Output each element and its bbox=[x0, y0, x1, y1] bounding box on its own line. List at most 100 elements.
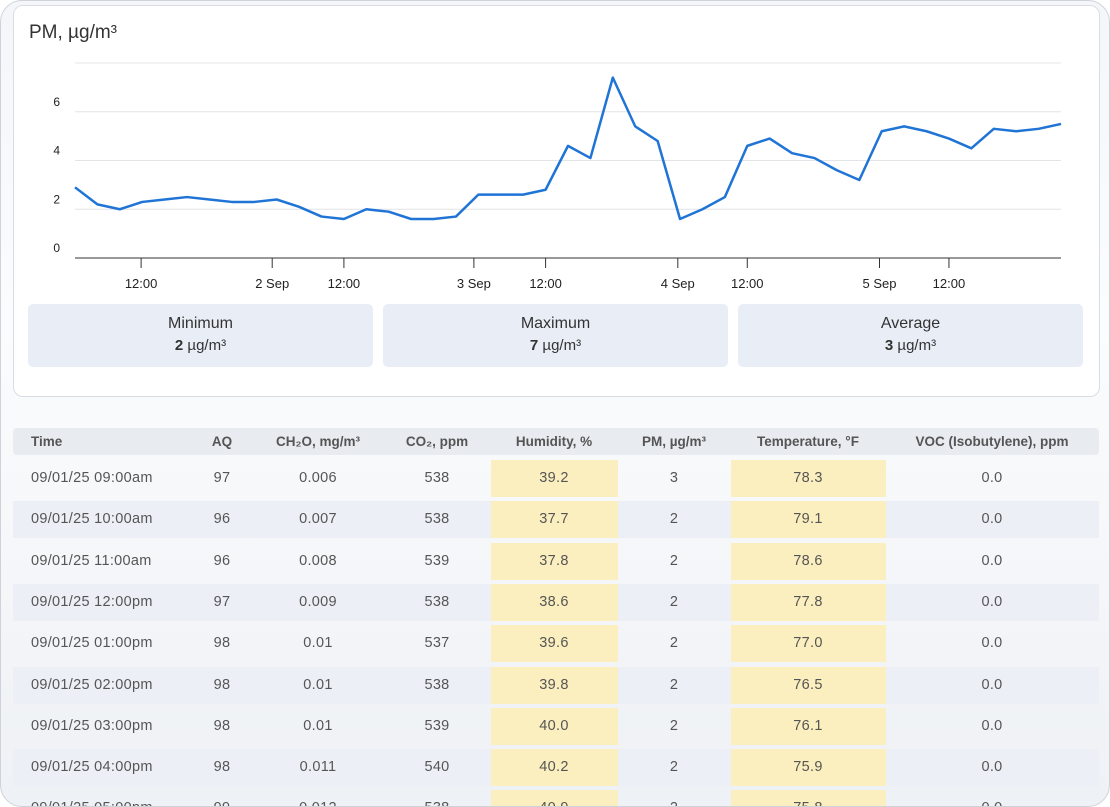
table-cell: 39.2 bbox=[539, 470, 569, 486]
table-cell: 0.011 bbox=[299, 759, 337, 776]
table-cell: 538 bbox=[424, 593, 450, 610]
chart: PM, µg/m³ 0 2 4 6 12:00 2 Sep 12:00 3 Sep 12:00 4… bbox=[29, 22, 1062, 291]
stat-label: Minimum bbox=[168, 315, 233, 332]
table-cell: 0.0 bbox=[981, 717, 1003, 734]
table-cell: 0.01 bbox=[303, 717, 333, 734]
table-cell: 0.0 bbox=[981, 552, 1003, 569]
column-header: Humidity, % bbox=[515, 434, 593, 449]
table-cell: 2 bbox=[594, 790, 754, 806]
table-cell: 78.3 bbox=[793, 470, 823, 486]
table-cell: 0.01 bbox=[303, 676, 333, 693]
table-cell: 09/01/25 01:00pm bbox=[31, 635, 153, 652]
table-cell: 09/01/25 05:00pm bbox=[31, 790, 153, 806]
y-tick-label: 4 bbox=[53, 144, 60, 158]
highlight-cell bbox=[491, 501, 618, 539]
stat-value: 7 µg/m³ bbox=[383, 337, 728, 354]
table-cell: 0.0 bbox=[981, 635, 1003, 652]
table-cell: 539 bbox=[424, 552, 450, 569]
x-tick-label: 5 Sep bbox=[862, 276, 896, 291]
highlight-cell bbox=[731, 501, 886, 539]
table-cell: 09/01/25 03:00pm bbox=[31, 717, 153, 734]
table-cell: 96 bbox=[213, 552, 231, 569]
x-tick-label: 12:00 bbox=[328, 276, 361, 291]
stat-number: 3 bbox=[884, 337, 894, 354]
x-tick-label: 12:00 bbox=[529, 276, 562, 291]
highlight-cell bbox=[731, 542, 886, 580]
highlight-cell bbox=[491, 583, 618, 621]
table-cell: 0.0 bbox=[912, 790, 1072, 806]
table-cell: 3 bbox=[669, 470, 679, 486]
stat-unit: µg/m³ bbox=[187, 337, 227, 354]
column-header: Temperature, °F bbox=[757, 434, 859, 449]
stat-box: Maximum 7 µg/m³ bbox=[383, 304, 728, 367]
table-cell: 538 bbox=[424, 511, 450, 528]
table-cell: 0.0 bbox=[981, 511, 1003, 528]
x-tick-label: 3 Sep bbox=[457, 276, 491, 291]
highlight-cell bbox=[491, 666, 618, 704]
stat-unit: µg/m³ bbox=[542, 337, 582, 354]
chart-title: PM, µg/m³ bbox=[29, 22, 117, 43]
table-cell: 09/01/25 10:00am bbox=[31, 511, 153, 528]
table-cell: 538 bbox=[357, 790, 517, 806]
highlight-cell bbox=[491, 749, 618, 787]
table-cell: 76.1 bbox=[793, 717, 823, 734]
y-tick-label: 0 bbox=[53, 241, 60, 255]
table-cell: 77.0 bbox=[793, 635, 823, 652]
header-row bbox=[13, 428, 1099, 455]
column-header: VOC (Isobutylene), ppm bbox=[915, 434, 1069, 449]
table-cell: 37.7 bbox=[539, 511, 569, 528]
table-cell: 98 bbox=[213, 717, 231, 734]
table-cell: 2 bbox=[669, 759, 679, 776]
highlight-cell bbox=[731, 625, 886, 663]
column-header: Time bbox=[31, 434, 63, 449]
x-tick-label: 4 Sep bbox=[661, 276, 695, 291]
table-cell: 09/01/25 02:00pm bbox=[31, 676, 153, 693]
column-header: AQ bbox=[211, 434, 233, 449]
x-tick-label: 12:00 bbox=[933, 276, 966, 291]
table-cell: 99 bbox=[142, 790, 302, 806]
table-cell: 98 bbox=[213, 759, 231, 776]
table-cell: 0.0 bbox=[981, 759, 1003, 776]
table-cell: 78.6 bbox=[793, 552, 823, 569]
stat-label: Maximum bbox=[520, 315, 591, 332]
table-cell: 98 bbox=[213, 676, 231, 693]
table-cell: 39.8 bbox=[539, 676, 569, 693]
table-cell: 2 bbox=[669, 511, 679, 528]
table-cell: 2 bbox=[669, 717, 679, 734]
highlight-cell bbox=[731, 460, 886, 497]
table-cell: 40.0 bbox=[539, 717, 569, 734]
table-cell: 2 bbox=[669, 676, 679, 693]
table-cell: 537 bbox=[424, 635, 450, 652]
y-tick-label: 6 bbox=[53, 95, 60, 109]
table-cell: 40.2 bbox=[539, 759, 569, 776]
table-cell: 75.9 bbox=[793, 759, 823, 776]
table-cell: 0.012 bbox=[238, 790, 398, 806]
column-header: PM, µg/m³ bbox=[641, 434, 707, 449]
table-cell: 96 bbox=[213, 511, 231, 528]
table-cell: 538 bbox=[424, 676, 450, 693]
stat-box: Minimum 2 µg/m³ bbox=[28, 304, 373, 367]
table-cell: 09/01/25 09:00am bbox=[31, 470, 153, 486]
chart-card: PM, µg/m³ 0 2 4 6 12:00 2 Sep 12:00 3 Sep 12:00 4… bbox=[13, 5, 1100, 397]
table-cell: 09/01/25 11:00am bbox=[31, 552, 152, 569]
table-cell: 75.8 bbox=[728, 790, 888, 806]
table-cell: 38.6 bbox=[539, 593, 569, 610]
highlight-cell bbox=[491, 460, 618, 497]
highlight-cell bbox=[731, 666, 886, 704]
highlight-cell bbox=[491, 625, 618, 663]
table-cell: 76.5 bbox=[793, 676, 823, 693]
table-cell: 0.01 bbox=[303, 635, 333, 652]
stat-box: Average 3 µg/m³ bbox=[738, 304, 1083, 367]
table-cell: 2 bbox=[669, 552, 679, 569]
stat-value: 2 µg/m³ bbox=[28, 337, 373, 354]
x-tick-label: 12:00 bbox=[731, 276, 764, 291]
highlight-cell bbox=[731, 749, 886, 787]
table-cell: 0.009 bbox=[299, 593, 337, 610]
table-cell: 0.006 bbox=[299, 470, 337, 486]
table-cell: 2 bbox=[669, 635, 679, 652]
stat-label: Average bbox=[880, 315, 941, 332]
table-cell: 79.1 bbox=[793, 511, 823, 528]
highlight-cell bbox=[731, 790, 886, 806]
x-tick-label: 12:00 bbox=[125, 276, 158, 291]
